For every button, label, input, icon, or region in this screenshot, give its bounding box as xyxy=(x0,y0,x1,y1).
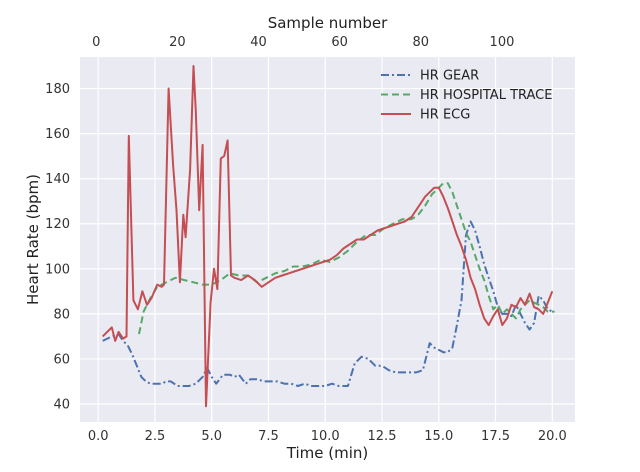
series-line-hr-hospital-trace xyxy=(138,182,555,335)
x-tick-label: 15.0 xyxy=(424,429,453,444)
y-tick-label: 60 xyxy=(53,352,70,367)
x-tick-label: 10.0 xyxy=(311,429,340,444)
legend-label-hr-ecg: HR ECG xyxy=(420,108,470,123)
legend: HR GEAR HR HOSPITAL TRACE HR ECG xyxy=(381,69,552,123)
x-tick-label: 2.5 xyxy=(145,429,166,444)
y-tick-label: 40 xyxy=(53,397,70,412)
top-tick-label: 0 xyxy=(92,35,100,50)
tick-labels: 0.0 2.5 5.0 7.5 10.0 12.5 15.0 17.5 20.0 40 60 80 10… xyxy=(45,35,567,444)
x-tick-label: 7.5 xyxy=(258,429,279,444)
top-axis-label: Sample number xyxy=(268,14,388,32)
y-tick-label: 140 xyxy=(45,172,70,187)
x-tick-label: 12.5 xyxy=(368,429,397,444)
top-tick-label: 100 xyxy=(490,35,515,50)
series-line-hr-ecg xyxy=(101,65,554,408)
y-axis-label: Heart Rate (bpm) xyxy=(24,174,42,305)
plot-background xyxy=(80,57,575,422)
top-tick-label: 40 xyxy=(250,35,267,50)
legend-label-hr-gear: HR GEAR xyxy=(420,69,479,84)
top-tick-label: 60 xyxy=(331,35,348,50)
y-tick-label: 160 xyxy=(45,127,70,142)
top-tick-label: 80 xyxy=(413,35,430,50)
legend-label-hr-hospital-trace: HR HOSPITAL TRACE xyxy=(420,88,552,103)
x-tick-label: 17.5 xyxy=(481,429,510,444)
x-tick-label: 5.0 xyxy=(201,429,222,444)
series-lines xyxy=(101,65,555,408)
x-axis-label: Time (min) xyxy=(286,444,368,462)
series-line-hr-gear xyxy=(102,220,553,387)
y-tick-label: 180 xyxy=(45,82,70,97)
y-tick-label: 100 xyxy=(45,262,70,277)
y-tick-label: 80 xyxy=(53,307,70,322)
x-tick-label: 0.0 xyxy=(88,429,109,444)
x-tick-label: 20.0 xyxy=(538,429,567,444)
y-tick-label: 120 xyxy=(45,217,70,232)
top-tick-label: 20 xyxy=(169,35,186,50)
grid xyxy=(80,57,575,422)
